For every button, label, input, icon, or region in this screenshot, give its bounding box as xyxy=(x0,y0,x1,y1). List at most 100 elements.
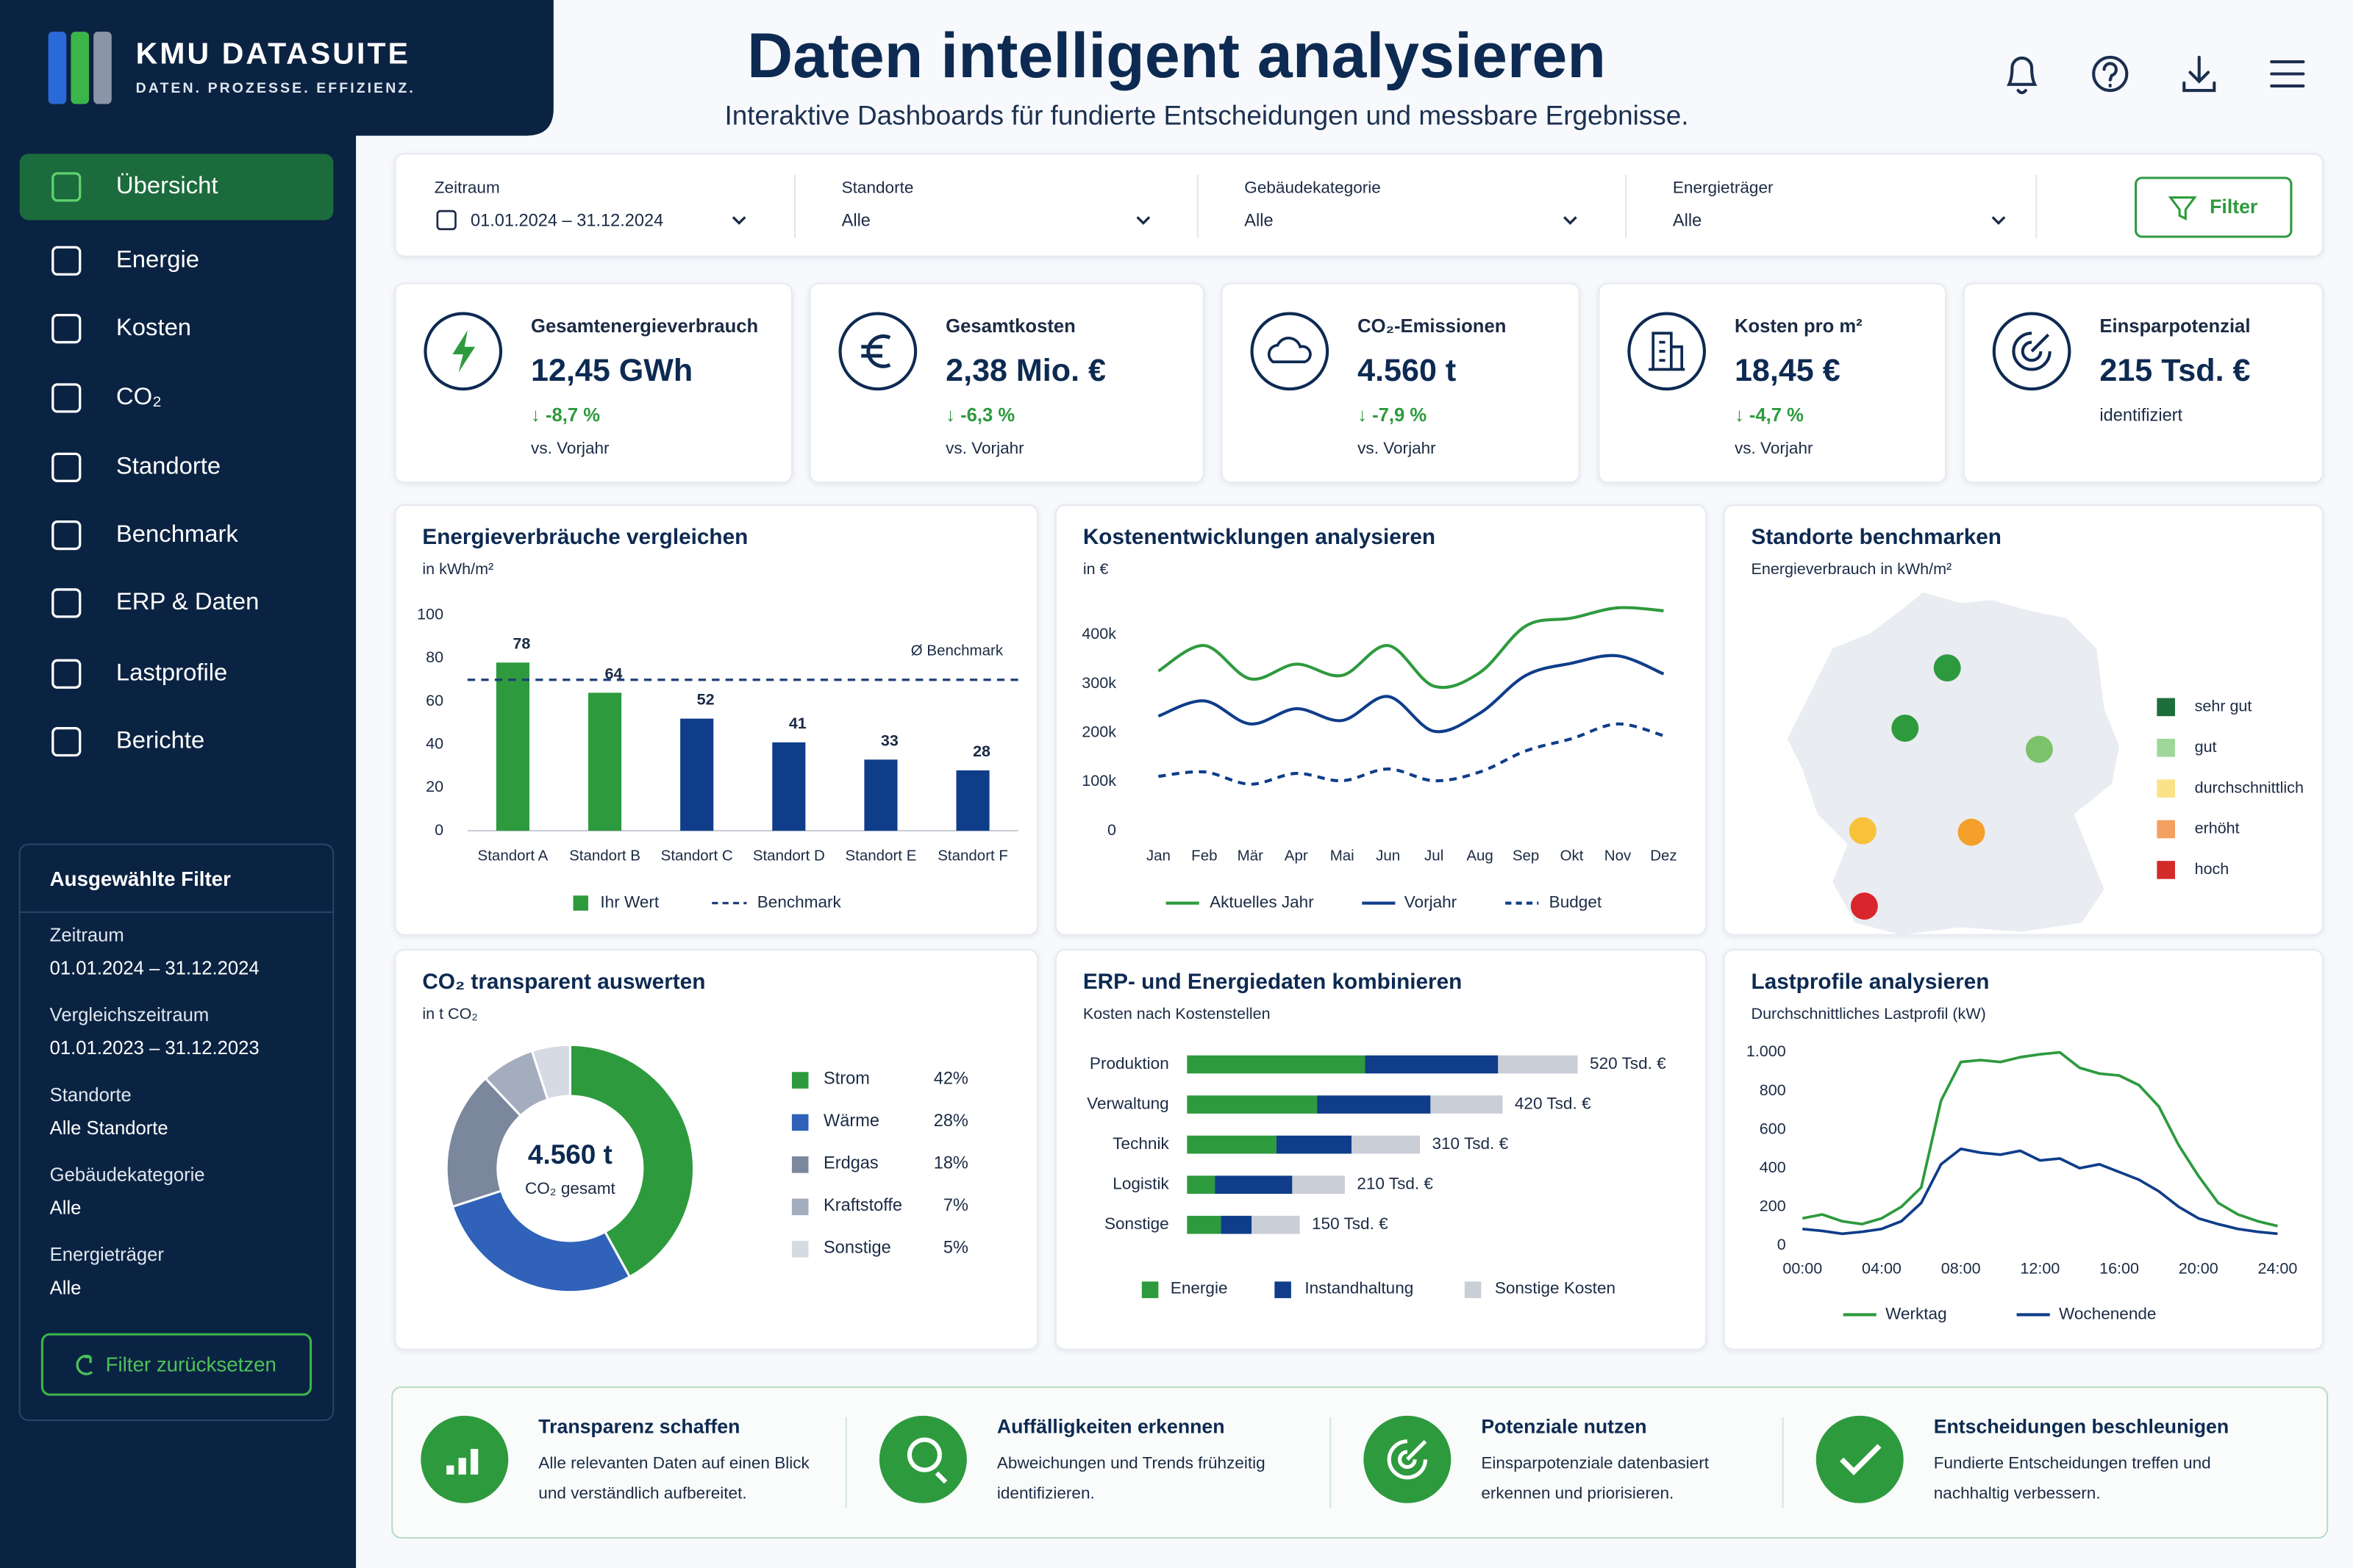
filter-field-value[interactable]: 01.01.2024 – 31.12.2024 xyxy=(471,211,663,230)
y-tick-label: Technik xyxy=(1113,1134,1169,1153)
x-tick-label: Standort C xyxy=(661,847,733,864)
nav-item[interactable]: Energie xyxy=(116,245,199,272)
benefit-title: Entscheidungen beschleunigen xyxy=(1934,1415,2229,1437)
y-tick-label: 200k xyxy=(1082,723,1116,740)
kpi-card xyxy=(1598,282,1947,484)
nav-icon xyxy=(51,383,82,413)
x-tick-label: Mär xyxy=(1238,847,1263,864)
chevron[interactable] xyxy=(1991,216,2006,225)
filter-button[interactable] xyxy=(2135,176,2293,238)
menu-icon[interactable] xyxy=(2270,60,2305,87)
kpi-label: CO₂-Emissionen xyxy=(1357,316,1506,337)
kpi-label: Einsparpotenzial xyxy=(2099,316,2250,337)
bell-icon[interactable] xyxy=(2006,56,2038,95)
nav-item[interactable]: Übersicht xyxy=(116,171,218,198)
nav-item[interactable]: Kosten xyxy=(116,313,191,340)
chart-title: CO₂ transparent auswerten xyxy=(422,970,705,994)
bar-segment xyxy=(1365,1055,1499,1074)
help-icon[interactable] xyxy=(2092,55,2129,93)
x-tick-label: Feb xyxy=(1191,847,1217,864)
donut-segment xyxy=(568,1043,696,1278)
kpi-icon xyxy=(1267,337,1312,364)
logo-block xyxy=(0,0,554,136)
total-label: 150 Tsd. € xyxy=(1312,1214,1388,1233)
filter-button-label[interactable]: Filter xyxy=(2210,196,2257,218)
chevron[interactable] xyxy=(732,216,746,225)
kpi-change: ↓ -8,7 % xyxy=(531,405,600,426)
bar-segment xyxy=(1187,1095,1318,1114)
x-tick-label: Dez xyxy=(1650,847,1677,864)
nav-item[interactable]: ERP & Daten xyxy=(116,587,259,615)
x-tick-label: Standort D xyxy=(753,847,825,864)
legend-swatch xyxy=(573,895,588,911)
filter-field-value[interactable]: Alle xyxy=(1244,211,1273,230)
benefit-glyph xyxy=(446,1448,479,1475)
filter-value: 01.01.2023 – 31.12.2023 xyxy=(50,1038,260,1059)
bar-segment xyxy=(1187,1135,1277,1154)
y-tick-label: Sonstige xyxy=(1104,1214,1169,1233)
filter-field-value[interactable]: Alle xyxy=(1673,211,1702,230)
kpi-icon xyxy=(2012,332,2052,371)
x-tick-label: 12:00 xyxy=(2020,1260,2060,1278)
map-shape xyxy=(1787,593,2120,935)
legend-swatch xyxy=(2157,779,2175,798)
legend-swatch xyxy=(791,1240,809,1258)
x-tick-label: Apr xyxy=(1285,847,1308,864)
bar-segment xyxy=(1430,1095,1503,1114)
kpi-icon-ring xyxy=(1627,312,1706,391)
site-marker[interactable] xyxy=(1850,892,1878,920)
reset-label[interactable]: Filter zurücksetzen xyxy=(106,1353,276,1375)
benefit-title: Transparenz schaffen xyxy=(538,1415,740,1437)
filter-value: Alle xyxy=(50,1278,82,1298)
y-tick-label: 100k xyxy=(1082,772,1116,790)
donut-segment xyxy=(530,1043,571,1101)
logo-bar xyxy=(48,32,67,104)
reset-button[interactable] xyxy=(40,1333,313,1396)
site-marker[interactable] xyxy=(1891,715,1919,742)
filter-label: Gebäudekategorie xyxy=(50,1165,205,1186)
kpi-card xyxy=(809,282,1204,484)
benefit-text: identifizieren. xyxy=(997,1483,1095,1502)
bar-value-label: 41 xyxy=(789,715,807,732)
bar-segment xyxy=(1221,1215,1252,1234)
benefit-icon xyxy=(1815,1415,1904,1503)
nav-item[interactable]: Benchmark xyxy=(116,520,238,547)
x-tick-label: Standort A xyxy=(478,847,549,864)
calendar-icon xyxy=(436,210,457,231)
chevron[interactable] xyxy=(1136,216,1151,225)
nav-item[interactable]: Standorte xyxy=(116,451,221,479)
filter-value: 01.01.2024 – 31.12.2024 xyxy=(50,959,260,979)
x-tick-label: Jul xyxy=(1424,847,1443,864)
bar-segment xyxy=(1498,1055,1578,1074)
benefit-text: Einsparpotenziale datenbasiert xyxy=(1481,1453,1709,1472)
kpi-icon-ring xyxy=(1992,312,2071,391)
legend-swatch xyxy=(1141,1281,1159,1298)
x-tick-label: 08:00 xyxy=(1941,1260,1981,1278)
x-tick-label: 20:00 xyxy=(2179,1260,2218,1278)
kpi-icon-ring xyxy=(838,312,918,391)
benchmark-label: Ø Benchmark xyxy=(911,642,1004,659)
line-series xyxy=(1157,606,1664,690)
chevron[interactable] xyxy=(1563,216,1577,225)
y-tick-label: 1.000 xyxy=(1746,1042,1786,1060)
nav-icon xyxy=(51,659,82,689)
donut-segment xyxy=(451,1189,632,1294)
download-icon[interactable] xyxy=(2182,55,2216,93)
nav-item[interactable]: Lastprofile xyxy=(116,658,227,685)
site-marker[interactable] xyxy=(1849,817,1877,845)
benefit-glyph xyxy=(1387,1439,1428,1480)
site-marker[interactable] xyxy=(1957,818,1985,846)
bar-value-label: 33 xyxy=(881,731,899,749)
filter-field-value[interactable]: Alle xyxy=(842,211,871,230)
site-marker[interactable] xyxy=(2025,735,2053,763)
nav-item[interactable]: CO₂ xyxy=(116,382,162,409)
legend-label: hoch xyxy=(2195,860,2229,878)
brand: KMU DATASUITE xyxy=(136,37,410,71)
chart-title: ERP- und Energiedaten kombinieren xyxy=(1083,970,1463,994)
chart-title: Lastprofile analysieren xyxy=(1752,970,1990,994)
legend-label: sehr gut xyxy=(2195,698,2252,715)
nav-item[interactable]: Berichte xyxy=(116,726,204,753)
site-marker[interactable] xyxy=(1933,654,1961,682)
legend-label: Sonstige Kosten xyxy=(1495,1279,1615,1297)
value-label: 28% xyxy=(934,1111,968,1130)
